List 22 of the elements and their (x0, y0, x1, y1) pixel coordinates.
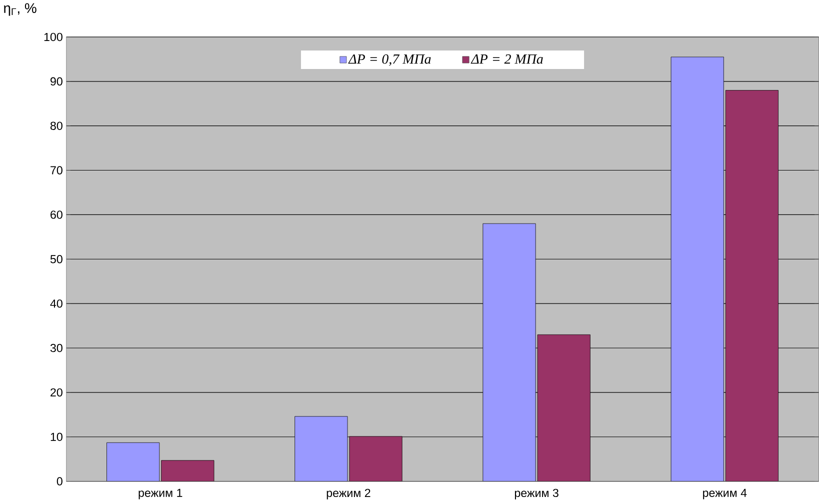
y-tick-label: 20 (50, 388, 62, 397)
y-tick-label: 30 (50, 344, 62, 352)
bar (349, 436, 402, 482)
bar (725, 90, 778, 482)
y-tick-label: 100 (44, 33, 62, 42)
y-tick-label: 60 (50, 210, 62, 220)
bar (161, 460, 214, 482)
y-tick-label: 70 (50, 166, 62, 175)
legend-label: ΔP = 2 МПа (470, 54, 543, 64)
x-tick-label: режим 1 (138, 489, 182, 500)
y-tick-label: 80 (50, 122, 62, 130)
bar (537, 334, 590, 482)
y-axis-title: η$_{Г}$, % (4, 3, 36, 16)
y-tick-label: 0 (56, 477, 62, 486)
x-tick-label: режим 4 (703, 489, 747, 500)
y-tick-label: 50 (50, 255, 62, 264)
x-tick-label: режим 3 (514, 489, 558, 500)
y-tick-label: 40 (50, 300, 62, 308)
legend-label: ΔP = 0,7 МПа (348, 54, 431, 66)
y-tick-label: 10 (50, 432, 62, 442)
x-tick-label: режим 2 (326, 489, 370, 500)
y-tick-label: 90 (50, 78, 62, 86)
